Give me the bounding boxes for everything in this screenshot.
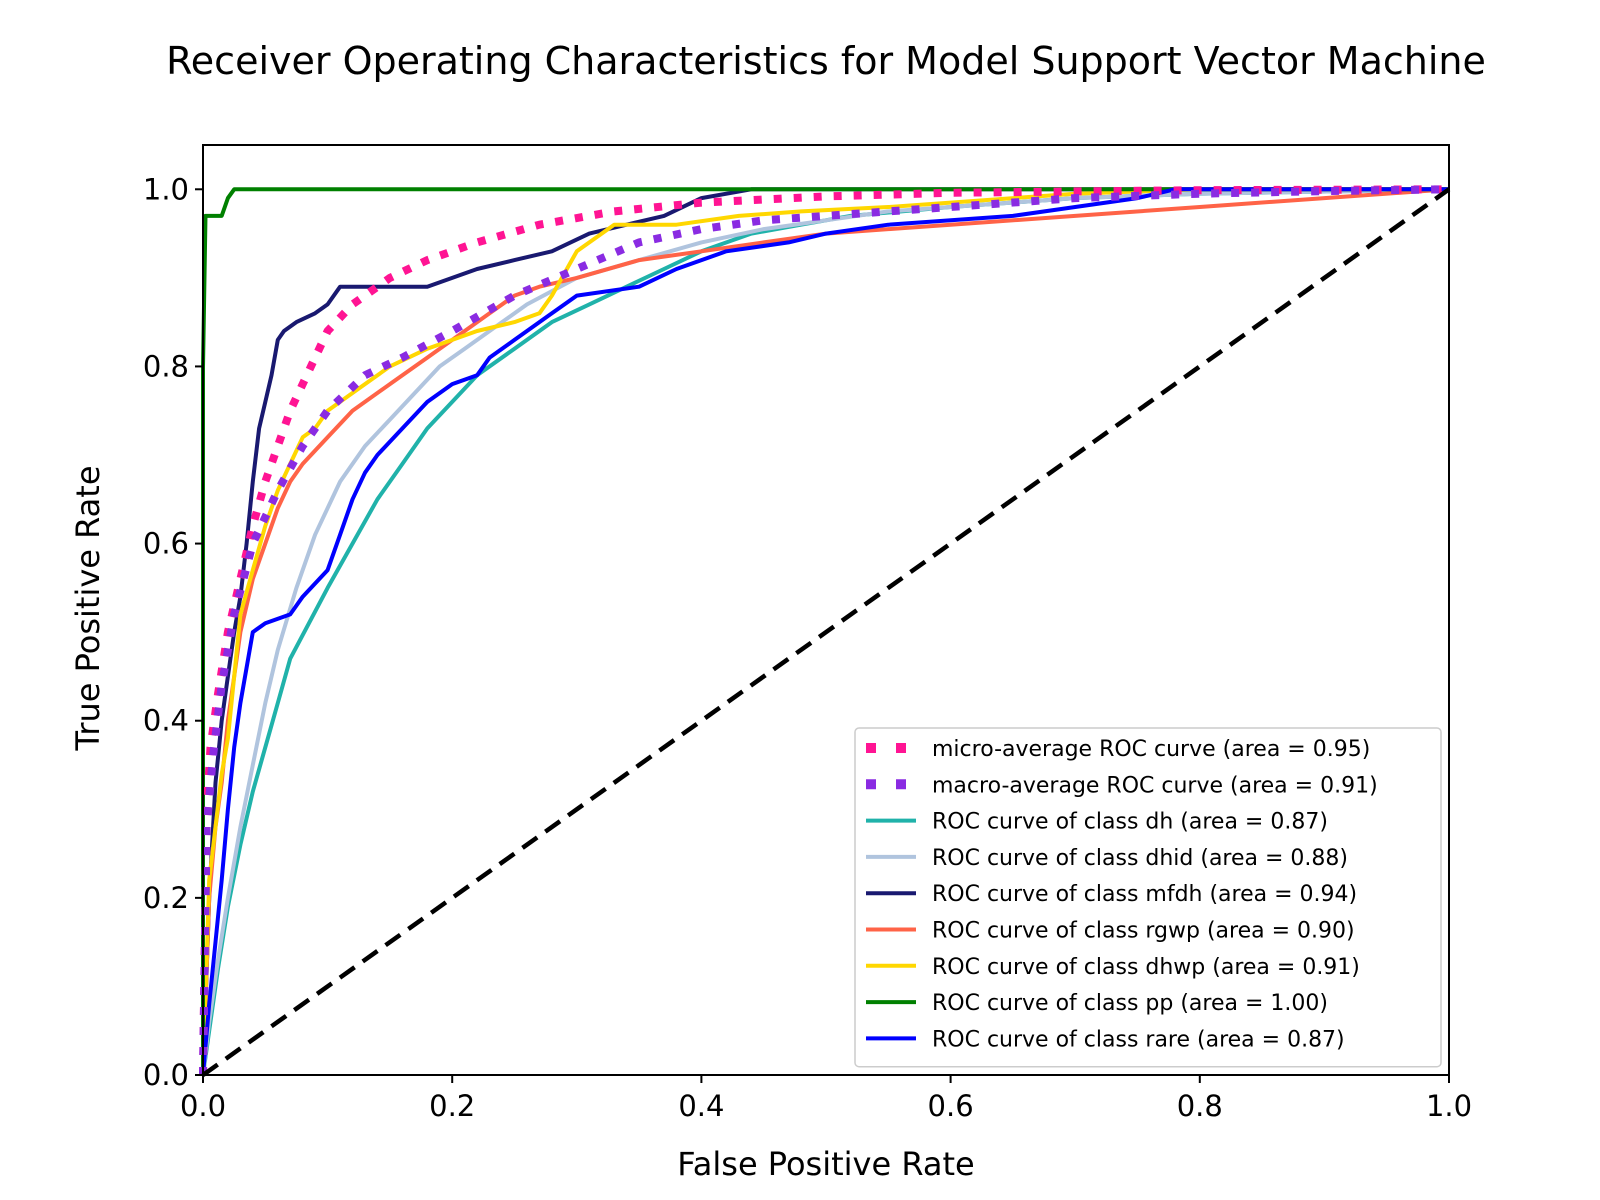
series-diagonal-reference xyxy=(201,187,1451,1077)
y-tick-label: 0.2 xyxy=(143,881,189,915)
chart-title: Receiver Operating Characteristics for M… xyxy=(166,39,1486,83)
legend-label: macro-average ROC curve (area = 0.91) xyxy=(932,773,1378,798)
legend: micro-average ROC curve (area = 0.95) mac… xyxy=(854,727,1442,1068)
legend-label: ROC curve of class rare (area = 0.87) xyxy=(932,1027,1345,1052)
legend-label: ROC curve of class pp (area = 1.00) xyxy=(932,991,1328,1016)
series-roc-curve-of-class-mfdh-area-0-94 xyxy=(201,187,1449,1076)
y-axis-label: True Positive Rate xyxy=(69,465,107,751)
plot-frame xyxy=(202,144,1450,1076)
y-tick-label: 1.0 xyxy=(143,172,189,206)
y-tick-label: 0.6 xyxy=(143,527,189,561)
x-tick-label: 0.2 xyxy=(429,1089,475,1123)
x-tick-label: 1.0 xyxy=(1426,1089,1472,1123)
x-axis: 0.0 0.2 0.4 0.6 0.8 1.0 xyxy=(180,1075,1472,1123)
y-tick-label: 0.4 xyxy=(143,704,189,738)
x-tick-label: 0.4 xyxy=(678,1089,724,1123)
series-micro-average-roc-curve-area-0-95 xyxy=(199,185,1450,1076)
legend-label: ROC curve of class mfdh (area = 0.94) xyxy=(932,882,1357,907)
y-tick-label: 0.8 xyxy=(143,349,189,383)
x-tick-label: 0.6 xyxy=(928,1089,974,1123)
legend-label: micro-average ROC curve (area = 0.95) xyxy=(932,737,1370,762)
x-tick-label: 0.0 xyxy=(180,1089,226,1123)
x-tick-label: 0.8 xyxy=(1177,1089,1223,1123)
legend-label: ROC curve of class dh (area = 0.87) xyxy=(932,810,1328,835)
legend-label: ROC curve of class rgwp (area = 0.90) xyxy=(932,919,1355,944)
y-axis: 0.0 0.2 0.4 0.6 0.8 1.0 xyxy=(143,172,203,1092)
series-roc-curve-of-class-rare-area-0-87 xyxy=(201,187,1449,1076)
legend-label: ROC curve of class dhwp (area = 0.91) xyxy=(932,955,1360,980)
legend-box xyxy=(854,727,1442,1068)
x-axis-label: False Positive Rate xyxy=(677,1145,974,1183)
y-tick-label: 0.0 xyxy=(143,1058,189,1092)
legend-label: ROC curve of class dhid (area = 0.88) xyxy=(932,846,1348,871)
